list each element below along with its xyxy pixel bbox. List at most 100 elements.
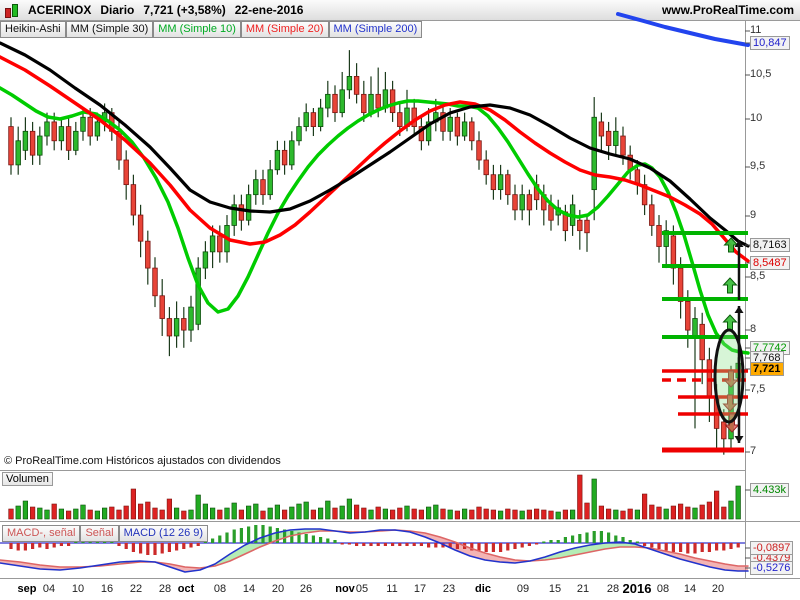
macd-histogram-bar <box>513 543 517 549</box>
volume-bar <box>8 508 14 520</box>
volume-bar <box>166 498 173 520</box>
volume-bar <box>706 501 712 520</box>
volume-bar <box>699 504 705 520</box>
candle-down <box>51 121 57 142</box>
macd-chip-1[interactable]: Señal <box>80 525 119 542</box>
macd-histogram-bar <box>196 543 200 546</box>
macd-histogram-bar <box>146 543 150 555</box>
candle-up <box>425 121 432 142</box>
volume-bar <box>490 509 497 520</box>
macd-histogram-bar <box>369 543 373 546</box>
macd-histogram-bar <box>9 543 13 549</box>
date-tick-day: 05 <box>355 583 369 595</box>
macd-histogram-bar <box>311 535 315 543</box>
candle-down <box>137 214 144 242</box>
candle-down <box>217 235 223 253</box>
date-tick-day: 14 <box>683 583 697 595</box>
volume-bar <box>281 509 288 520</box>
candle-down <box>353 76 360 95</box>
candle-up <box>22 130 29 151</box>
volume-bar <box>80 504 86 520</box>
volume-bar <box>246 505 252 520</box>
macd-histogram-bar <box>499 543 503 552</box>
volume-bar <box>202 503 209 520</box>
macd-histogram-bar <box>175 543 179 551</box>
volume-bar <box>181 510 187 520</box>
macd-histogram-bar <box>139 543 143 554</box>
candle-down <box>87 116 93 137</box>
candle-down <box>685 301 691 331</box>
volume-bar <box>569 509 576 520</box>
volume-bar <box>224 507 230 520</box>
macd-histogram-bar <box>434 543 438 548</box>
legend-chip-2[interactable]: MM (Simple 10) <box>153 21 241 38</box>
macd-histogram-bar <box>427 543 431 548</box>
date-tick-month: dic <box>475 583 491 595</box>
macd-histogram-bar <box>383 543 387 546</box>
date-tick-day: 08 <box>656 583 670 595</box>
volume-bar <box>728 500 734 520</box>
volume-bar <box>260 510 266 520</box>
candle-down <box>29 130 36 156</box>
arrowhead-up <box>734 240 744 247</box>
candle-down <box>440 112 446 132</box>
candle-up <box>80 116 86 132</box>
red-down-arrow <box>722 394 738 412</box>
arrowhead-up <box>734 306 744 313</box>
macd-histogram-bar <box>232 529 236 543</box>
candle-down <box>526 194 533 211</box>
candle-down <box>605 130 612 146</box>
volume-bar <box>483 508 489 520</box>
ma200-line <box>616 12 750 47</box>
volume-bar <box>454 510 461 520</box>
macd-histogram-bar <box>549 540 553 543</box>
candlestick-chart-icon <box>3 2 19 18</box>
macd-chip-2[interactable]: MACD (12 26 9) <box>118 525 209 542</box>
macd-histogram-bar <box>391 543 395 546</box>
macd-histogram-bar <box>203 541 207 543</box>
macd-histogram-bar <box>657 543 661 549</box>
candle-down <box>181 318 187 331</box>
candle-up <box>289 140 295 166</box>
macd-histogram-bar <box>585 532 589 543</box>
volume-bar <box>411 508 417 520</box>
legend-chip-3[interactable]: MM (Simple 20) <box>240 21 329 38</box>
volume-bar <box>22 500 29 520</box>
macd-histogram-bar <box>635 541 639 543</box>
macd-histogram-bar <box>729 543 733 549</box>
macd-histogram-bar <box>412 543 416 546</box>
candle-up <box>346 76 353 91</box>
volume-bar <box>116 509 122 520</box>
macd-histogram-bar <box>261 525 265 543</box>
candle-up <box>296 126 302 142</box>
candle-down <box>490 174 497 191</box>
volume-bar <box>174 507 180 520</box>
green-up-arrow <box>722 277 738 294</box>
volume-bar <box>152 507 158 520</box>
macd-value-label: -0,5276 <box>750 561 794 575</box>
macd-histogram-bar <box>477 543 481 551</box>
legend-chip-4[interactable]: MM (Simple 200) <box>328 21 423 38</box>
macd-histogram-bar <box>599 531 603 543</box>
legend-chip-1[interactable]: MM (Simple 30) <box>65 21 154 38</box>
macd-histogram-bar <box>671 543 675 552</box>
volume-bar <box>44 509 50 520</box>
macd-fill <box>425 533 440 543</box>
legend-chip-0[interactable]: Heikin-Ashi <box>0 21 66 38</box>
candle-up <box>195 267 201 325</box>
candle-down <box>145 240 151 269</box>
volume-bar <box>461 508 468 520</box>
volume-bar <box>649 504 655 520</box>
date-tick-day: 23 <box>442 583 456 595</box>
volume-panel-label[interactable]: Volumen <box>2 472 53 486</box>
macd-histogram-bar <box>283 529 287 543</box>
ma20-line <box>0 55 750 263</box>
volume-bar <box>15 505 21 520</box>
candle-up <box>202 251 209 269</box>
volume-bar <box>533 508 540 520</box>
candle-up <box>173 318 180 337</box>
macd-chip-0[interactable]: MACD-, señal <box>2 525 81 542</box>
date-tick-day: 20 <box>711 583 725 595</box>
candle-down <box>123 159 129 186</box>
